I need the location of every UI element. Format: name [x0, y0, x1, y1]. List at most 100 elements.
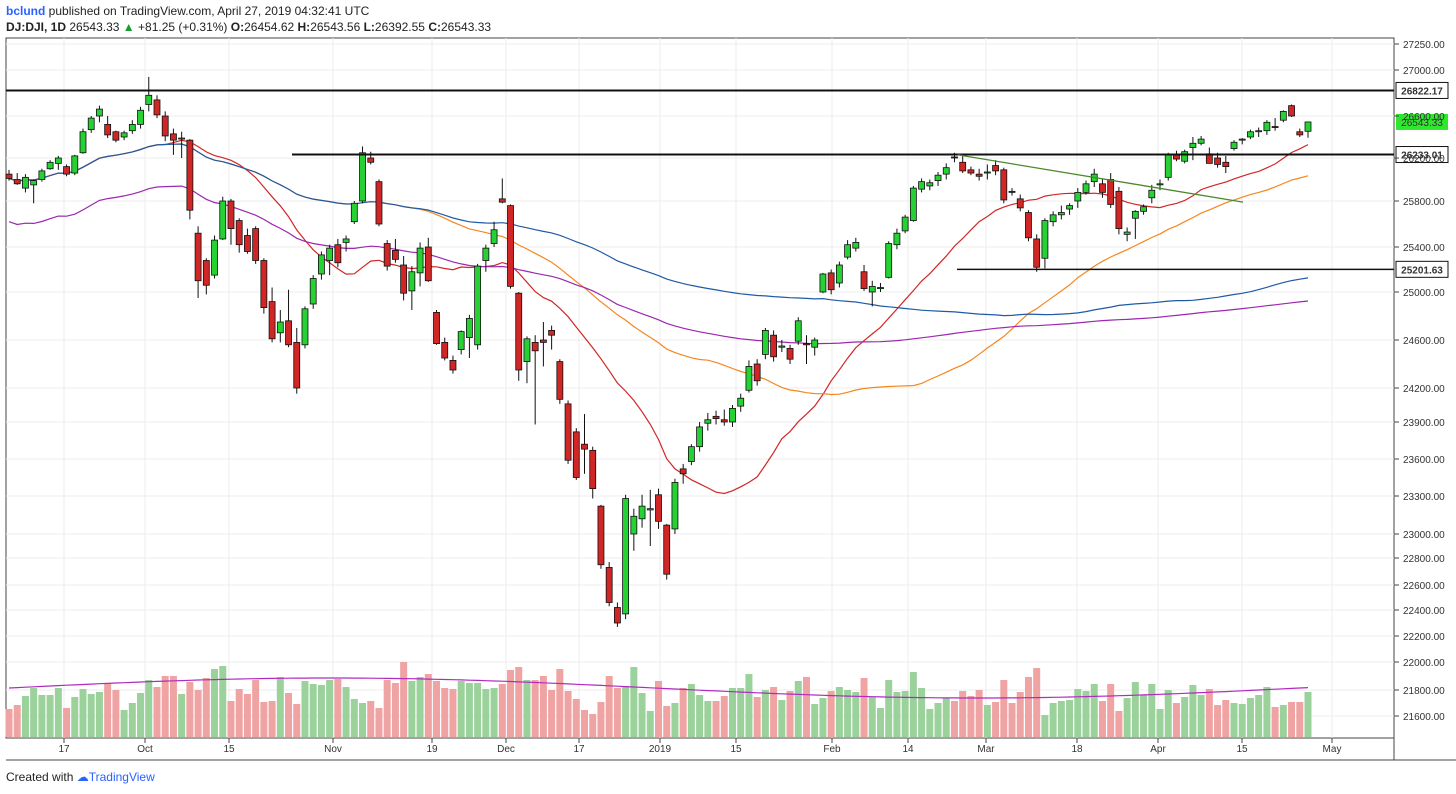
- candle-body[interactable]: [1140, 206, 1147, 212]
- candle-body[interactable]: [581, 443, 588, 450]
- candle-body[interactable]: [720, 419, 728, 423]
- candle-body[interactable]: [1304, 121, 1312, 132]
- candle-body[interactable]: [383, 243, 391, 267]
- candle-body[interactable]: [712, 415, 720, 420]
- candle-body[interactable]: [202, 260, 210, 286]
- candle-body[interactable]: [400, 264, 408, 294]
- candle-body[interactable]: [1107, 179, 1115, 205]
- trendline[interactable]: [957, 154, 1244, 203]
- candle-body[interactable]: [548, 329, 556, 336]
- candle-body[interactable]: [71, 155, 79, 174]
- candle-body[interactable]: [268, 301, 276, 340]
- candle-body[interactable]: [498, 198, 506, 203]
- candle-body[interactable]: [523, 338, 531, 362]
- candle-body[interactable]: [844, 244, 851, 258]
- candle-body[interactable]: [918, 181, 925, 190]
- candle-body[interactable]: [211, 239, 218, 276]
- candle-body[interactable]: [433, 311, 440, 344]
- candle-body[interactable]: [967, 169, 975, 174]
- author-name[interactable]: bclund: [6, 4, 46, 18]
- candle-body[interactable]: [803, 343, 810, 346]
- candle-body[interactable]: [761, 329, 769, 355]
- candle-body[interactable]: [96, 108, 103, 117]
- candle-body[interactable]: [942, 167, 950, 175]
- candle-body[interactable]: [679, 468, 687, 475]
- candle-body[interactable]: [663, 524, 671, 575]
- candle-body[interactable]: [359, 152, 366, 202]
- candle-body[interactable]: [893, 232, 901, 246]
- candle-body[interactable]: [466, 317, 473, 338]
- candle-body[interactable]: [1288, 105, 1295, 117]
- candle-body[interactable]: [87, 117, 95, 131]
- candle-body[interactable]: [219, 200, 227, 240]
- candle-body[interactable]: [424, 246, 432, 282]
- candle-body[interactable]: [375, 181, 383, 225]
- candle-body[interactable]: [293, 341, 301, 389]
- candle-body[interactable]: [326, 247, 334, 261]
- candle-body[interactable]: [556, 361, 564, 400]
- candle-body[interactable]: [951, 156, 958, 159]
- candle-body[interactable]: [885, 243, 893, 278]
- candle-body[interactable]: [1164, 154, 1172, 178]
- candle-body[interactable]: [22, 176, 29, 189]
- candle-body[interactable]: [1181, 151, 1189, 162]
- candle-body[interactable]: [605, 567, 613, 603]
- candle-body[interactable]: [13, 179, 21, 185]
- candle-body[interactable]: [449, 359, 457, 371]
- candle-body[interactable]: [539, 339, 547, 343]
- candle-body[interactable]: [30, 180, 38, 186]
- candle-body[interactable]: [38, 170, 46, 180]
- candle-body[interactable]: [1066, 205, 1073, 210]
- candle-body[interactable]: [770, 334, 778, 358]
- candle-body[interactable]: [696, 426, 704, 448]
- candle-body[interactable]: [1214, 157, 1221, 165]
- candle-body[interactable]: [827, 272, 835, 291]
- candle-body[interactable]: [515, 292, 523, 371]
- candle-body[interactable]: [276, 321, 284, 334]
- candle-body[interactable]: [1099, 183, 1106, 193]
- candle-body[interactable]: [1000, 169, 1008, 201]
- candle-body[interactable]: [564, 403, 572, 461]
- candle-body[interactable]: [392, 249, 399, 260]
- candle-body[interactable]: [285, 320, 292, 346]
- candle-body[interactable]: [835, 264, 843, 284]
- candle-body[interactable]: [1296, 131, 1304, 136]
- candle-body[interactable]: [1156, 183, 1164, 186]
- candle-body[interactable]: [252, 228, 260, 261]
- candle-body[interactable]: [1197, 138, 1205, 144]
- candle-body[interactable]: [852, 241, 860, 249]
- candle-body[interactable]: [1263, 121, 1271, 132]
- candle-body[interactable]: [975, 173, 983, 177]
- candle-body[interactable]: [646, 508, 654, 511]
- candle-body[interactable]: [1115, 190, 1123, 229]
- candle-body[interactable]: [572, 431, 580, 478]
- candle-body[interactable]: [1222, 161, 1230, 168]
- candle-body[interactable]: [704, 419, 712, 424]
- candle-body[interactable]: [137, 109, 144, 125]
- candle-body[interactable]: [309, 278, 317, 305]
- candle-body[interactable]: [457, 331, 465, 351]
- candle-body[interactable]: [613, 607, 621, 624]
- candle-body[interactable]: [170, 133, 177, 141]
- candle-body[interactable]: [655, 494, 662, 522]
- tradingview-brand[interactable]: TradingView: [88, 770, 155, 784]
- candle-body[interactable]: [244, 235, 251, 252]
- candle-body[interactable]: [737, 397, 745, 407]
- candle-body[interactable]: [482, 247, 490, 261]
- candle-body[interactable]: [630, 515, 638, 535]
- candle-body[interactable]: [1238, 138, 1246, 141]
- candle-body[interactable]: [301, 308, 309, 346]
- candle-body[interactable]: [622, 498, 630, 615]
- candle-body[interactable]: [1033, 238, 1041, 268]
- candle-body[interactable]: [416, 247, 424, 274]
- candle-body[interactable]: [934, 174, 942, 181]
- candle-body[interactable]: [1247, 131, 1254, 138]
- candle-body[interactable]: [54, 157, 62, 164]
- candle-body[interactable]: [811, 339, 819, 348]
- candle-body[interactable]: [1271, 126, 1279, 128]
- candle-body[interactable]: [1148, 189, 1156, 199]
- candle-body[interactable]: [46, 161, 54, 170]
- candle-body[interactable]: [186, 139, 194, 211]
- candle-body[interactable]: [1057, 212, 1065, 216]
